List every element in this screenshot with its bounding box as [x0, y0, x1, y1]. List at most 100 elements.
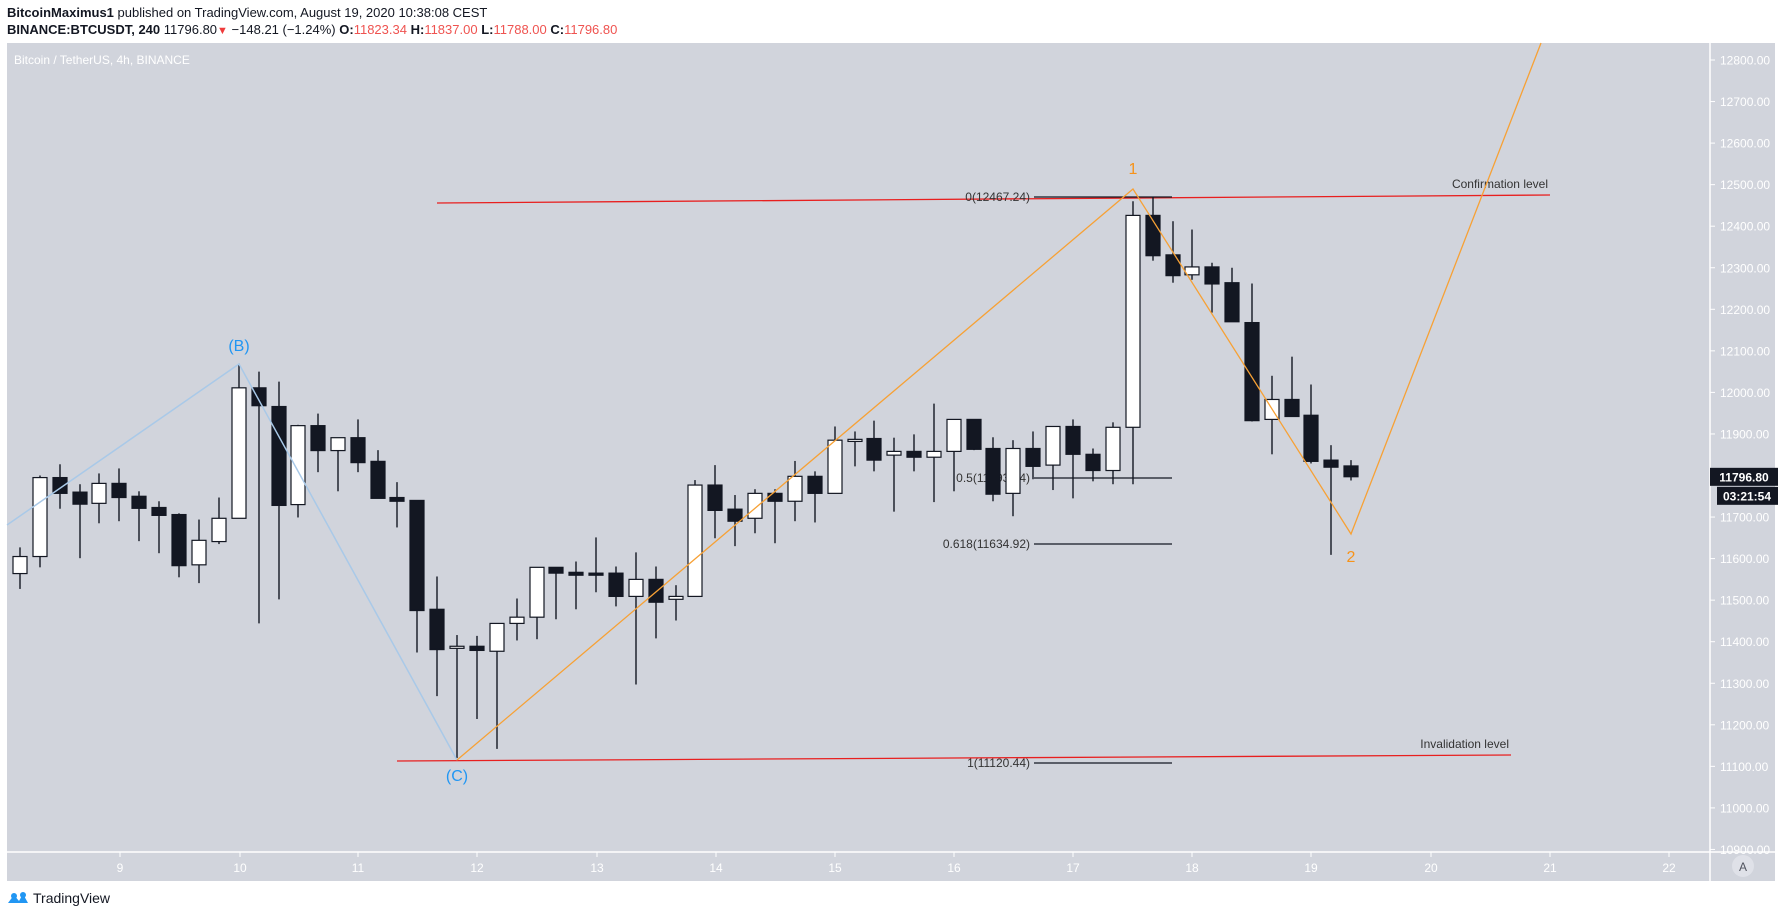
wave-label: 2 — [1347, 549, 1356, 566]
bear-candle — [727, 495, 743, 547]
fib-label: 0(12467.24) — [965, 190, 1030, 204]
wave-label: 1 — [1129, 161, 1138, 178]
bull-candle — [1125, 201, 1141, 485]
bull-candle — [211, 497, 227, 545]
price-tick-label: 12400.00 — [1720, 220, 1770, 234]
wave-labels: (B) (C) 1 2 — [228, 161, 1355, 785]
bull-candle — [449, 635, 465, 759]
bear-candle — [1343, 460, 1359, 481]
time-tick-label: 22 — [1662, 861, 1676, 875]
price-tick-label: 12300.00 — [1720, 261, 1770, 275]
bull-candle — [12, 547, 28, 589]
bull-candle — [91, 473, 107, 524]
price-tags: 11796.80 03:21:54 — [1710, 467, 1778, 505]
price-tick-label: 12800.00 — [1720, 54, 1770, 68]
down-arrow-icon: ▼ — [217, 25, 228, 37]
bear-candle — [966, 418, 982, 451]
candles — [12, 197, 1359, 759]
published-text: published on TradingView.com, August 19,… — [117, 5, 488, 20]
author-name[interactable]: BitcoinMaximus1 — [7, 5, 114, 20]
price-tick-label: 11100.00 — [1720, 760, 1769, 774]
fib-label: 1(11120.44) — [967, 756, 1030, 770]
bull-candle — [330, 437, 346, 492]
price-tick-label: 11300.00 — [1720, 677, 1769, 691]
bear-candle — [568, 561, 584, 610]
low-value: 11788.00 — [493, 22, 547, 37]
bull-candle — [668, 585, 684, 621]
bear-candle — [588, 537, 604, 593]
bear-candle — [1065, 419, 1081, 499]
bear-candle — [707, 465, 723, 539]
bear-candle — [350, 419, 366, 473]
time-axis[interactable]: 9 10 11 12 13 14 15 16 17 18 19 20 21 22 — [117, 852, 1676, 875]
price-tick-label: 12500.00 — [1720, 178, 1770, 192]
bear-candle — [866, 420, 882, 472]
bear-candle — [131, 491, 147, 542]
last-price: 11796.80 — [163, 22, 218, 37]
bear-candle — [72, 484, 88, 559]
time-tick-label: 12 — [470, 861, 484, 875]
countdown-tag-label: 03:21:54 — [1723, 489, 1771, 503]
time-tick-label: 20 — [1424, 861, 1438, 875]
open-value: 11823.34 — [353, 22, 407, 37]
price-tick-label: 11000.00 — [1720, 801, 1769, 815]
level-line[interactable] — [396, 754, 1512, 762]
bull-candle — [628, 552, 644, 685]
bull-candle — [926, 403, 942, 503]
auto-scale-label[interactable]: A — [1739, 860, 1747, 874]
time-tick-label: 15 — [828, 861, 842, 875]
wave-abc-path[interactable] — [6, 362, 458, 761]
bear-candle — [251, 371, 267, 624]
publish-info: BitcoinMaximus1 published on TradingView… — [7, 5, 487, 20]
symbol-name: BINANCE:BTCUSDT, 240 — [7, 22, 161, 37]
time-tick-label: 18 — [1185, 861, 1199, 875]
bear-candle — [389, 482, 405, 528]
bear-candle — [1323, 445, 1339, 555]
bear-candle — [807, 471, 823, 523]
level-line[interactable] — [436, 194, 1551, 204]
bull-candle — [787, 460, 803, 522]
bear-candle — [1224, 267, 1240, 323]
bull-candle — [231, 363, 247, 519]
price-tick-label: 12600.00 — [1720, 137, 1770, 151]
bull-candle — [1105, 422, 1121, 485]
auto-scale-button[interactable]: A — [1732, 855, 1754, 877]
bear-candle — [906, 434, 922, 472]
bear-candle — [171, 513, 187, 578]
price-tick-label: 10900.00 — [1720, 843, 1770, 857]
level-lines[interactable]: Confirmation level Invalidation level — [396, 177, 1551, 762]
close-label: C: — [550, 22, 565, 37]
bull-candle — [1005, 440, 1021, 517]
time-tick-label: 11 — [352, 861, 365, 875]
time-tick-label: 17 — [1066, 861, 1080, 875]
bull-candle — [509, 598, 525, 641]
wave-12-path[interactable] — [456, 42, 1542, 761]
bear-candle — [548, 566, 564, 620]
time-tick-label: 9 — [117, 861, 124, 875]
price-change: −148.21 (−1.24%) — [231, 22, 336, 37]
last-price-tag-label: 11796.80 — [1719, 470, 1769, 484]
bear-candle — [1244, 283, 1260, 422]
time-tick-label: 14 — [709, 861, 723, 875]
time-tick-label: 10 — [233, 861, 247, 875]
bear-candle — [409, 499, 425, 653]
level-label: Invalidation level — [1420, 737, 1509, 751]
bear-candle — [310, 413, 326, 473]
bull-candle — [946, 418, 962, 492]
bear-candle — [985, 437, 1001, 502]
elliott-wave-paths[interactable] — [6, 42, 1542, 761]
low-label: L: — [481, 22, 494, 37]
tradingview-footer[interactable]: TradingView — [7, 890, 110, 906]
bull-candle — [1045, 425, 1061, 491]
symbol-legend: BINANCE:BTCUSDT, 240 11796.80▼ −148.21 (… — [7, 22, 617, 37]
level-label: Confirmation level — [1452, 177, 1548, 191]
bear-candle — [52, 464, 68, 509]
time-tick-label: 21 — [1543, 861, 1557, 875]
price-tick-label: 11200.00 — [1720, 718, 1769, 732]
price-tick-label: 11600.00 — [1720, 552, 1769, 566]
price-tick-label: 11900.00 — [1720, 427, 1769, 441]
high-label: H: — [410, 22, 425, 37]
bear-candle — [608, 566, 624, 607]
price-axis[interactable]: 12800.00 12700.00 12600.00 12500.00 12400.00… — [1710, 54, 1770, 857]
